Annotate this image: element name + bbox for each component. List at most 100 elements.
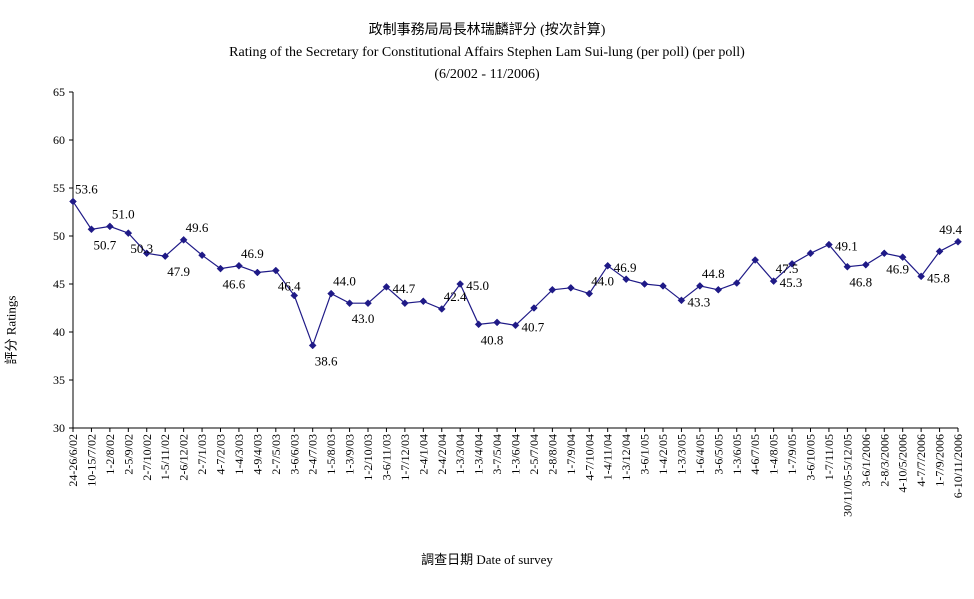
y-tick-label: 65 — [53, 85, 65, 99]
x-tick-label: 1-4/8/05 — [767, 434, 781, 475]
x-tick-label: 3-6/5/05 — [711, 434, 725, 475]
x-tick-label: 1-3/9/03 — [343, 434, 357, 475]
data-point — [954, 237, 962, 246]
data-label: 46.9 — [886, 261, 909, 276]
data-point — [382, 283, 391, 291]
data-point — [806, 249, 815, 258]
data-point — [714, 285, 723, 294]
x-tick-label: 3-6/11/03 — [379, 434, 393, 480]
data-label: 43.3 — [687, 294, 710, 309]
chart-title: 政制事務局局長林瑞麟評分 (按次計算) — [368, 23, 606, 38]
data-label: 53.6 — [75, 181, 98, 196]
data-point — [732, 279, 741, 287]
data-point — [437, 305, 446, 313]
data-label: 49.1 — [835, 239, 858, 254]
data-label: 38.6 — [315, 353, 338, 368]
data-label: 44.0 — [333, 274, 356, 289]
data-point — [566, 283, 575, 292]
x-tick-label: 1-4/11/04 — [601, 434, 615, 480]
data-point — [106, 222, 114, 231]
x-tick-label: 1-7/9/2006 — [933, 434, 947, 487]
x-tick-label: 1-3/12/04 — [619, 434, 633, 481]
data-point — [677, 296, 686, 305]
data-point — [825, 240, 833, 249]
data-point — [530, 304, 538, 312]
chart-period: (6/2002 - 11/2006) — [434, 67, 540, 82]
x-tick-label: 10-15/7/02 — [84, 434, 98, 487]
data-point — [788, 259, 796, 268]
x-tick-label: 2-7/10/02 — [140, 434, 154, 481]
data-point — [290, 291, 299, 300]
x-tick-label: 3-6/1/05 — [638, 434, 652, 475]
data-point — [843, 262, 852, 271]
data-point — [271, 266, 280, 275]
x-tick-label: 1-4/3/03 — [232, 434, 246, 475]
data-point — [235, 261, 243, 270]
x-tick-label: 3-7/5/04 — [490, 434, 504, 475]
data-label: 44.7 — [392, 281, 415, 296]
x-tick-label: 4-7/10/04 — [582, 434, 596, 481]
data-point — [364, 299, 372, 308]
x-tick-label: 2-6/12/02 — [177, 434, 191, 481]
data-label: 47.5 — [776, 261, 799, 276]
x-tick-label: 1-7/12/03 — [398, 434, 412, 481]
y-tick-label: 30 — [53, 421, 65, 435]
data-point — [640, 280, 649, 288]
x-tick-label: 1-3/3/04 — [453, 434, 467, 475]
data-point — [659, 282, 667, 290]
data-label: 43.0 — [352, 311, 375, 326]
x-tick-label: 1-7/9/05 — [785, 434, 799, 475]
data-point — [456, 280, 465, 288]
data-point — [511, 321, 520, 330]
x-tick-label: 1-6/4/05 — [693, 434, 707, 475]
data-point — [69, 197, 77, 206]
x-axis-label: 調查日期 Date of survey — [421, 552, 553, 567]
data-point — [493, 318, 501, 327]
data-point — [898, 253, 907, 261]
data-point — [87, 225, 96, 234]
x-tick-label: 4-9/4/03 — [250, 434, 264, 475]
data-point — [622, 275, 630, 284]
x-tick-label: 4-7/2/03 — [214, 434, 228, 475]
x-tick-label: 1-3/6/04 — [509, 434, 523, 475]
x-tick-label: 2-5/7/04 — [527, 434, 541, 475]
data-point — [880, 249, 889, 258]
data-point — [216, 264, 225, 273]
data-point — [419, 297, 428, 306]
data-label: 45.8 — [927, 270, 950, 285]
x-tick-label: 2-8/3/2006 — [877, 434, 891, 487]
data-point — [308, 341, 317, 350]
data-label: 44.8 — [702, 266, 725, 281]
x-tick-label: 2-8/8/04 — [545, 434, 559, 475]
data-point — [179, 235, 188, 244]
data-label: 45.3 — [780, 275, 803, 290]
data-point — [345, 299, 354, 308]
x-tick-label: 3-6/1/2006 — [859, 434, 873, 487]
data-point — [751, 256, 760, 264]
x-tick-label: 4-7/7/2006 — [914, 434, 928, 487]
x-tick-label: 1-3/6/05 — [730, 434, 744, 475]
x-tick-label: 3-6/6/03 — [287, 434, 301, 475]
x-tick-label: 6-10/11/2006 — [951, 434, 965, 498]
data-label: 46.6 — [223, 277, 246, 292]
data-label: 46.9 — [614, 260, 637, 275]
x-tick-label: 2-7/1/03 — [195, 434, 209, 475]
data-label: 50.3 — [130, 241, 153, 256]
data-label: 42.4 — [444, 289, 467, 304]
data-label: 49.6 — [186, 220, 209, 235]
y-tick-label: 35 — [53, 373, 65, 387]
x-tick-label: 1-2/10/03 — [361, 434, 375, 481]
x-tick-label: 1-7/11/05 — [822, 434, 836, 480]
data-point — [474, 320, 483, 329]
data-point — [142, 249, 151, 258]
x-tick-label: 2-5/9/02 — [121, 434, 135, 475]
y-tick-label: 50 — [53, 229, 65, 243]
data-label: 51.0 — [112, 206, 135, 221]
x-tick-label: 1-2/8/02 — [103, 434, 117, 475]
data-label: 46.8 — [849, 275, 872, 290]
data-point — [327, 289, 335, 298]
data-point — [161, 252, 170, 261]
data-point — [124, 229, 133, 237]
data-point — [603, 261, 612, 270]
